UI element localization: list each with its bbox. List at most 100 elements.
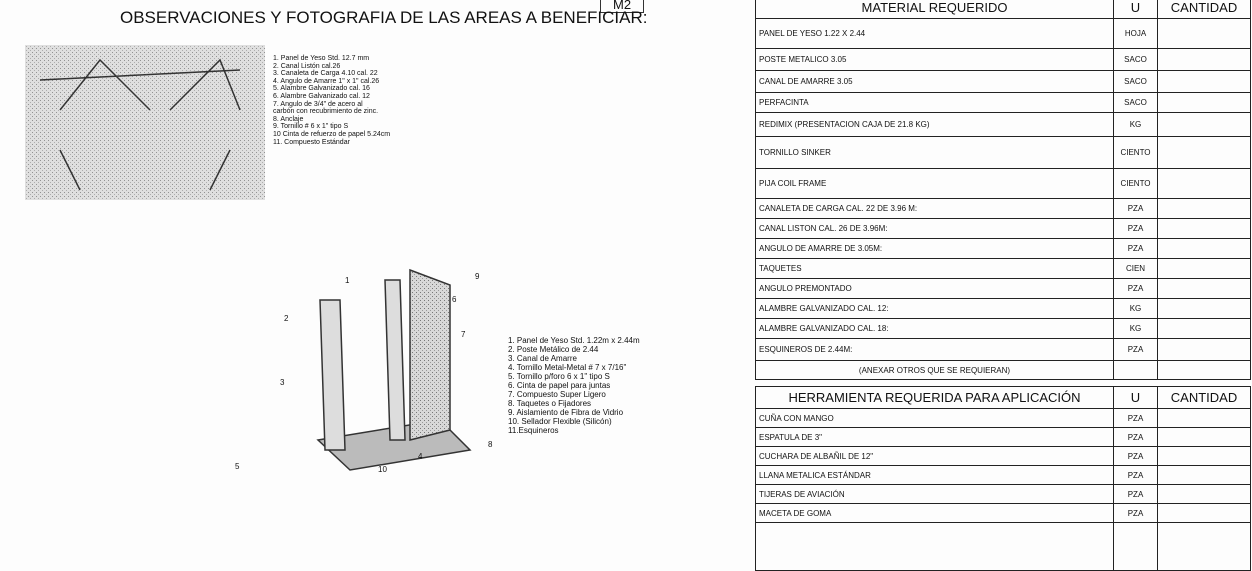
material-unit: HOJA xyxy=(1113,18,1158,49)
legend-bottom: 1. Panel de Yeso Std. 1.22m x 2.44m 2. Po… xyxy=(508,336,640,435)
legend-item: 5. Alambre Galvanizado cal. 16 xyxy=(273,85,370,93)
legend-item: 11.Esquineros xyxy=(508,426,559,435)
material-unit: PZA xyxy=(1113,238,1158,259)
legend-item: carbón con recubrimiento de zinc. xyxy=(273,108,379,116)
legend-item: 8. Anclaje xyxy=(273,115,304,123)
table-note: (ANEXAR OTROS QUE SE REQUIERAN) xyxy=(755,360,1114,380)
material-unit: PZA xyxy=(1113,278,1158,299)
material-unit: PZA xyxy=(1113,218,1158,239)
material-name: CANALETA DE CARGA CAL. 22 DE 3.96 M: xyxy=(755,198,1114,219)
material-name: CANAL LISTON CAL. 26 DE 3.96M: xyxy=(755,218,1114,239)
column-header: U xyxy=(1113,0,1158,19)
legend-item: 1. Panel de Yeso Std. 1.22m x 2.44m xyxy=(508,336,640,345)
legend-item: 11. Compuesto Estándar xyxy=(273,138,350,146)
tool-qty xyxy=(1157,465,1251,485)
legend-top: 1. Panel de Yeso Std. 12.7 mm 2. Canal Li… xyxy=(273,55,390,146)
header-fragment: M2 xyxy=(600,0,645,13)
section-title: OBSERVACIONES Y FOTOGRAFIA DE LAS AREAS … xyxy=(120,8,648,27)
tool-name: LLANA METALICA ESTÁNDAR xyxy=(755,465,1114,485)
material-name: REDIMIX (PRESENTACION CAJA DE 21.8 KG) xyxy=(755,112,1114,137)
legend-item: 7. Angulo de 3/4" de acero al xyxy=(273,100,363,108)
legend-item: 10 Cinta de refuerzo de papel 5.24cm xyxy=(273,130,391,138)
material-name: TAQUETES xyxy=(755,258,1114,279)
legend-item: 4. Angulo de Amarre 1" x 1" cal.26 xyxy=(273,77,380,85)
photo xyxy=(25,45,265,200)
material-unit: CIENTO xyxy=(1113,136,1158,169)
material-name: ALAMBRE GALVANIZADO CAL. 12: xyxy=(755,298,1114,319)
material-unit: PZA xyxy=(1113,198,1158,219)
material-name: ANGULO PREMONTADO xyxy=(755,278,1114,299)
empty xyxy=(1113,360,1158,380)
material-qty xyxy=(1157,198,1251,219)
material-qty xyxy=(1157,168,1251,199)
callout-number: 10 xyxy=(378,465,387,474)
tool-name: ESPATULA DE 3" xyxy=(755,427,1114,447)
diagram-lines xyxy=(39,58,472,471)
material-qty xyxy=(1157,318,1251,339)
material-qty xyxy=(1157,278,1251,299)
empty xyxy=(755,522,1114,571)
legend-item: 4. Tornillo Metal-Metal # 7 x 7/16" xyxy=(508,363,627,372)
legend-item: 7. Compuesto Super Ligero xyxy=(508,390,606,399)
material-unit: SACO xyxy=(1113,70,1158,93)
callout-number: 9 xyxy=(475,272,480,281)
callout-number: 1 xyxy=(345,276,350,285)
legend-item: 3. Canaleta de Carga 4.10 cal. 22 xyxy=(273,70,378,78)
tool-qty xyxy=(1157,408,1251,428)
material-unit: PZA xyxy=(1113,338,1158,361)
material-qty xyxy=(1157,92,1251,113)
material-qty xyxy=(1157,338,1251,361)
tool-qty xyxy=(1157,484,1251,504)
column-header: CANTIDAD xyxy=(1157,0,1251,19)
material-qty xyxy=(1157,48,1251,71)
empty xyxy=(1157,522,1251,571)
tool-unit: PZA xyxy=(1113,465,1158,485)
column-header: CANTIDAD xyxy=(1157,386,1251,409)
tool-unit: PZA xyxy=(1113,408,1158,428)
tool-qty xyxy=(1157,503,1251,523)
material-qty xyxy=(1157,258,1251,279)
material-name: ALAMBRE GALVANIZADO CAL. 18: xyxy=(755,318,1114,339)
material-name: CANAL DE AMARRE 3.05 xyxy=(755,70,1114,93)
legend-item: 1. Panel de Yeso Std. 12.7 mm xyxy=(273,55,370,62)
tool-qty xyxy=(1157,446,1251,466)
legend-item: 9. Tornillo # 6 x 1" tipo S xyxy=(273,123,349,131)
column-header: HERRAMIENTA REQUERIDA PARA APLICACIÓN xyxy=(755,386,1114,409)
diagrams xyxy=(25,45,472,471)
tool-name: CUÑA CON MANGO xyxy=(755,408,1114,428)
callout-number: 4 xyxy=(418,452,423,461)
callout-number: 7 xyxy=(461,330,466,339)
callout-number: 2 xyxy=(284,314,289,323)
material-name: TORNILLO SINKER xyxy=(755,136,1114,169)
material-unit: KG xyxy=(1113,318,1158,339)
empty xyxy=(1113,522,1158,571)
material-qty xyxy=(1157,112,1251,137)
legend-item: 3. Canal de Amarre xyxy=(508,354,577,363)
legend-item: 6. Alambre Galvanizado cal. 12 xyxy=(273,92,370,100)
tool-unit: PZA xyxy=(1113,427,1158,447)
legend-item: 5. Tornillo p/foro 6 x 1" tipo S xyxy=(508,372,610,381)
tool-unit: PZA xyxy=(1113,503,1158,523)
callout-number: 3 xyxy=(280,378,285,387)
material-qty xyxy=(1157,298,1251,319)
tool-name: CUCHARA DE ALBAÑIL DE 12" xyxy=(755,446,1114,466)
material-qty xyxy=(1157,18,1251,49)
material-unit: CIENTO xyxy=(1113,168,1158,199)
legend-item: 6. Cinta de papel para juntas xyxy=(508,381,611,390)
material-unit: SACO xyxy=(1113,92,1158,113)
tool-name: MACETA DE GOMA xyxy=(755,503,1114,523)
tool-qty xyxy=(1157,427,1251,447)
material-qty xyxy=(1157,136,1251,169)
tool-unit: PZA xyxy=(1113,446,1158,466)
material-qty xyxy=(1157,70,1251,93)
column-header: U xyxy=(1113,386,1158,409)
legend-item: 2. Canal Listón cal.26 xyxy=(273,62,341,70)
material-name: PIJA COIL FRAME xyxy=(755,168,1114,199)
callout-number: 5 xyxy=(235,462,240,471)
tool-name: TIJERAS DE AVIACIÓN xyxy=(755,484,1114,504)
column-header: MATERIAL REQUERIDO xyxy=(755,0,1114,19)
empty xyxy=(1157,360,1251,380)
material-name: POSTE METALICO 3.05 xyxy=(755,48,1114,71)
legend-item: 10. Sellador Flexible (Silicón) xyxy=(508,417,612,426)
